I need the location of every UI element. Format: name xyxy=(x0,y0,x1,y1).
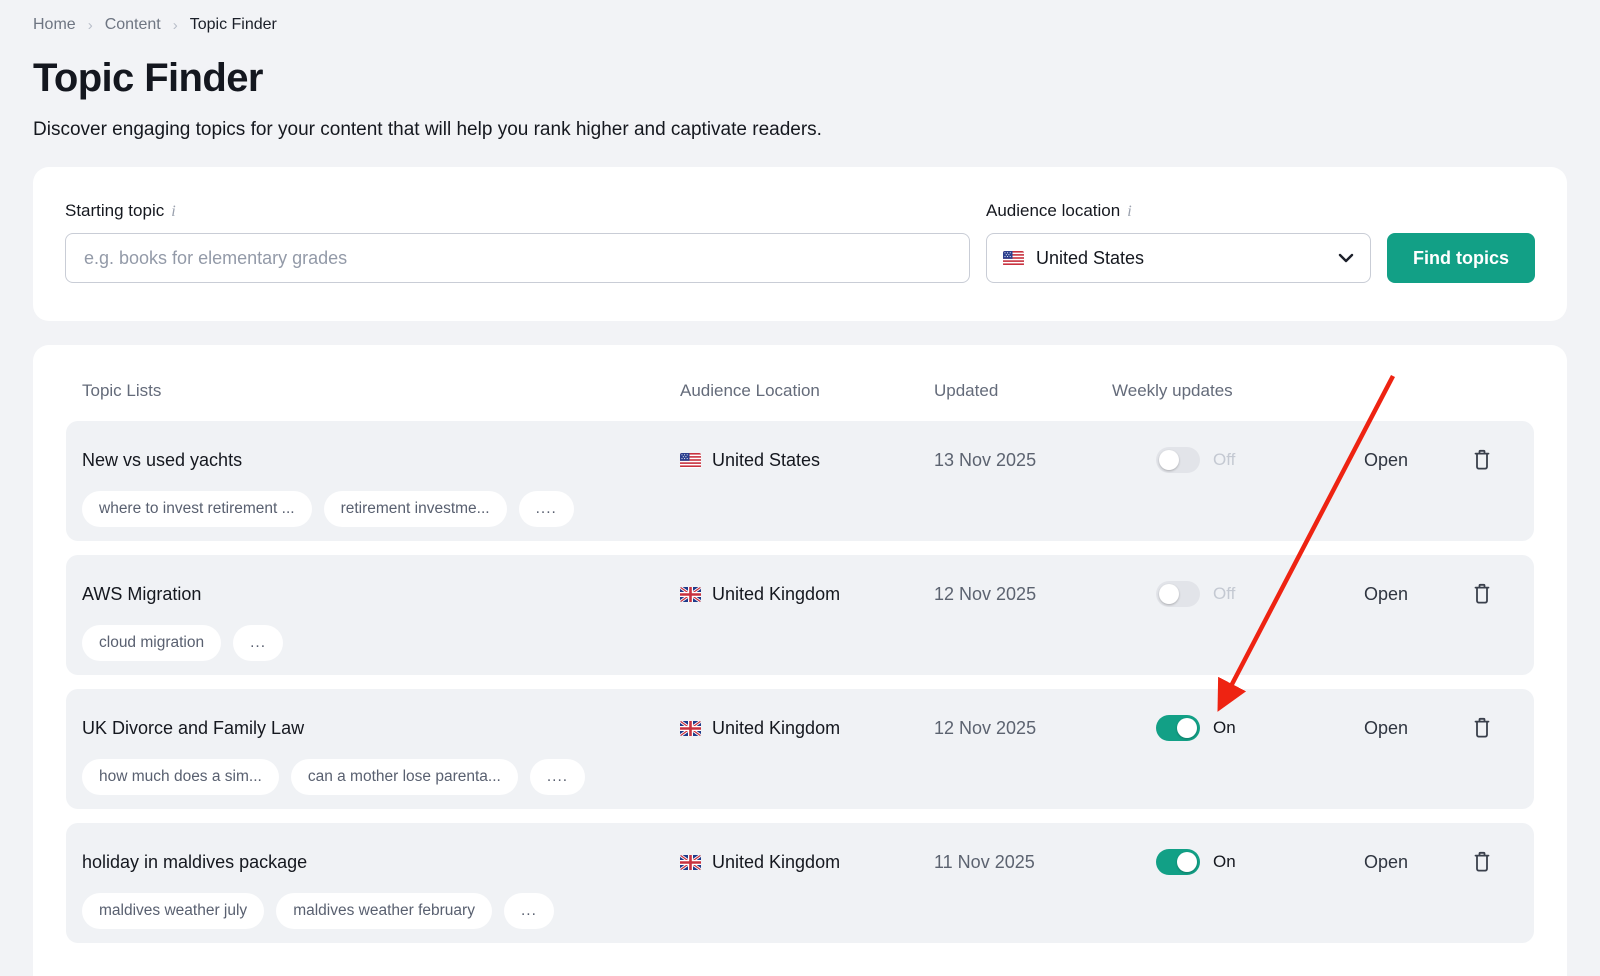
toggle-state-label: On xyxy=(1213,852,1236,871)
topic-list-title: UK Divorce and Family Law xyxy=(82,718,305,738)
page-title: Topic Finder xyxy=(33,56,263,100)
updated-cell: 12 Nov 2025 xyxy=(934,717,1037,738)
more-tags-pill[interactable]: ... xyxy=(233,625,284,661)
audience-location-cell: United Kingdom xyxy=(668,847,914,877)
audience-location-label: Audience location i xyxy=(986,201,1132,220)
tag-list: maldives weather july maldives weather f… xyxy=(82,893,554,929)
tag-list: how much does a sim... can a mother lose… xyxy=(82,759,586,795)
uk-flag-icon xyxy=(680,720,701,736)
updated-cell: 13 Nov 2025 xyxy=(934,449,1037,470)
open-link[interactable]: Open xyxy=(1364,717,1409,738)
table-header: Topic Lists Audience Location Updated We… xyxy=(66,381,1534,401)
table-row: AWS Migration cloud migration ... xyxy=(66,555,1534,675)
breadcrumb-home[interactable]: Home xyxy=(33,16,76,33)
column-topic-lists: Topic Lists xyxy=(82,381,162,400)
topic-tag: how much does a sim... xyxy=(82,759,279,795)
open-link[interactable]: Open xyxy=(1364,583,1409,604)
table-row: holiday in maldives package maldives wea… xyxy=(66,823,1534,943)
trash-icon xyxy=(1474,583,1490,604)
trash-icon xyxy=(1474,717,1490,738)
info-icon[interactable]: i xyxy=(1127,203,1132,220)
search-card: Starting topic i Audience location i xyxy=(33,167,1567,321)
open-link[interactable]: Open xyxy=(1364,449,1409,470)
audience-location-cell: United Kingdom xyxy=(668,579,914,609)
table-row: New vs used yachts where to invest retir… xyxy=(66,421,1534,541)
chevron-down-icon xyxy=(1338,253,1354,263)
delete-button[interactable] xyxy=(1470,715,1494,741)
more-tags-pill[interactable]: .... xyxy=(518,491,574,527)
audience-location-cell: United Kingdom xyxy=(668,713,914,743)
toggle-state-label: Off xyxy=(1213,450,1236,469)
topic-tag: maldives weather february xyxy=(276,893,492,929)
topic-list-title: holiday in maldives package xyxy=(82,852,308,872)
topic-lists-card: Topic Lists Audience Location Updated We… xyxy=(33,345,1567,976)
audience-location-cell: United States xyxy=(668,445,914,475)
topic-list-title: AWS Migration xyxy=(82,584,202,604)
audience-location-select[interactable]: United States xyxy=(986,233,1371,283)
breadcrumb-topic-finder: Topic Finder xyxy=(189,16,277,33)
breadcrumb: Home › Content › Topic Finder xyxy=(33,14,1567,34)
table-row: UK Divorce and Family Law how much does … xyxy=(66,689,1534,809)
weekly-updates-toggle[interactable] xyxy=(1156,849,1200,875)
weekly-updates-cell: Off xyxy=(1100,579,1350,609)
starting-topic-label: Starting topic i xyxy=(65,201,176,220)
us-flag-icon xyxy=(680,452,701,468)
updated-cell: 12 Nov 2025 xyxy=(934,583,1037,604)
more-tags-pill[interactable]: .... xyxy=(529,759,586,795)
delete-button[interactable] xyxy=(1470,849,1494,875)
tag-list: where to invest retirement ... retiremen… xyxy=(82,491,574,527)
weekly-updates-toggle[interactable] xyxy=(1156,447,1200,473)
trash-icon xyxy=(1474,851,1490,872)
open-link[interactable]: Open xyxy=(1364,851,1409,872)
us-flag-icon xyxy=(1003,250,1024,266)
breadcrumb-content[interactable]: Content xyxy=(104,16,161,33)
info-icon[interactable]: i xyxy=(171,203,176,220)
column-weekly-updates: Weekly updates xyxy=(1112,381,1233,400)
tag-list: cloud migration ... xyxy=(82,625,284,661)
chevron-right-icon: › xyxy=(172,16,178,34)
trash-icon xyxy=(1474,449,1490,470)
weekly-updates-cell: On xyxy=(1100,847,1350,877)
delete-button[interactable] xyxy=(1470,447,1494,473)
column-updated: Updated xyxy=(934,381,999,400)
find-topics-button[interactable]: Find topics xyxy=(1387,233,1535,283)
uk-flag-icon xyxy=(680,586,701,602)
topic-tag: retirement investme... xyxy=(323,491,507,527)
toggle-state-label: On xyxy=(1213,718,1236,737)
topic-tag: where to invest retirement ... xyxy=(82,491,312,527)
column-audience-location: Audience Location xyxy=(680,381,820,400)
topic-list-title: New vs used yachts xyxy=(82,450,243,470)
audience-location-value: United States xyxy=(1036,247,1145,268)
uk-flag-icon xyxy=(680,854,701,870)
toggle-state-label: Off xyxy=(1213,584,1236,603)
topic-tag: can a mother lose parenta... xyxy=(290,759,518,795)
more-tags-pill[interactable]: ... xyxy=(503,893,554,929)
page-subtitle: Discover engaging topics for your conten… xyxy=(33,119,822,140)
weekly-updates-toggle[interactable] xyxy=(1156,581,1200,607)
weekly-updates-cell: On xyxy=(1100,713,1350,743)
audience-location-field-group: Audience location i United States xyxy=(986,201,1371,283)
delete-button[interactable] xyxy=(1470,581,1494,607)
weekly-updates-toggle[interactable] xyxy=(1156,715,1200,741)
chevron-right-icon: › xyxy=(87,16,93,34)
weekly-updates-cell: Off xyxy=(1100,445,1350,475)
updated-cell: 11 Nov 2025 xyxy=(934,851,1035,872)
topic-tag: cloud migration xyxy=(82,625,222,661)
topic-tag: maldives weather july xyxy=(82,893,265,929)
starting-topic-field-group: Starting topic i xyxy=(65,201,970,283)
starting-topic-input[interactable] xyxy=(65,233,970,283)
